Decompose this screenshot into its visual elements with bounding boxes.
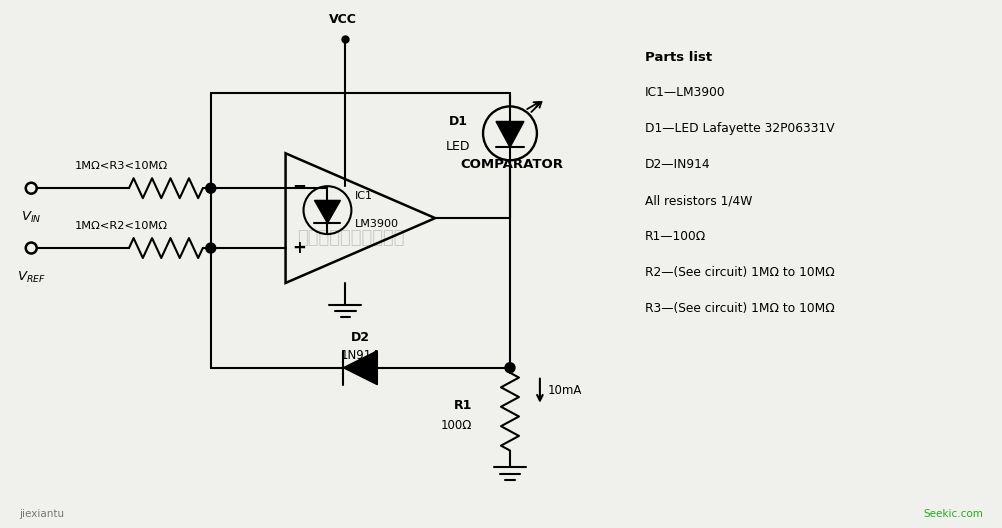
Circle shape — [205, 183, 215, 193]
Text: R1: R1 — [453, 399, 472, 412]
Text: 杭州将睹科技有限公司: 杭州将睹科技有限公司 — [297, 229, 404, 247]
Text: $V_{REF}$: $V_{REF}$ — [17, 270, 46, 285]
Circle shape — [205, 243, 215, 253]
Text: 10mA: 10mA — [547, 384, 582, 397]
Text: jiexiantu: jiexiantu — [19, 510, 64, 520]
Text: −: − — [293, 176, 307, 194]
Text: 1MΩ<R2<10MΩ: 1MΩ<R2<10MΩ — [74, 221, 167, 231]
Text: Seekic.com: Seekic.com — [923, 510, 983, 520]
Text: VCC: VCC — [328, 13, 356, 26]
Text: D1—LED Lafayette 32P06331V: D1—LED Lafayette 32P06331V — [644, 122, 834, 135]
Text: 1MΩ<R3<10MΩ: 1MΩ<R3<10MΩ — [74, 161, 167, 171]
Text: IC1—LM3900: IC1—LM3900 — [644, 87, 724, 99]
Text: R2—(See circuit) 1MΩ to 10MΩ: R2—(See circuit) 1MΩ to 10MΩ — [644, 266, 834, 279]
Text: 1N914: 1N914 — [341, 348, 380, 362]
Text: +: + — [293, 239, 307, 257]
Text: 100Ω: 100Ω — [440, 419, 472, 432]
Polygon shape — [343, 351, 377, 385]
Text: IC1: IC1 — [354, 191, 372, 201]
Text: LED: LED — [446, 140, 470, 153]
Text: R3—(See circuit) 1MΩ to 10MΩ: R3—(See circuit) 1MΩ to 10MΩ — [644, 302, 834, 315]
Polygon shape — [496, 121, 523, 147]
Text: D1: D1 — [448, 115, 467, 128]
Circle shape — [504, 363, 514, 373]
Text: Parts list: Parts list — [644, 51, 711, 63]
Text: $V_{IN}$: $V_{IN}$ — [21, 210, 41, 225]
Text: D2: D2 — [351, 331, 370, 344]
Text: R1—100Ω: R1—100Ω — [644, 230, 705, 243]
Text: All resistors 1/4W: All resistors 1/4W — [644, 194, 752, 207]
Polygon shape — [315, 201, 340, 223]
Text: COMPARATOR: COMPARATOR — [460, 158, 562, 171]
Text: LM3900: LM3900 — [354, 219, 398, 229]
Text: D2—IN914: D2—IN914 — [644, 158, 709, 171]
